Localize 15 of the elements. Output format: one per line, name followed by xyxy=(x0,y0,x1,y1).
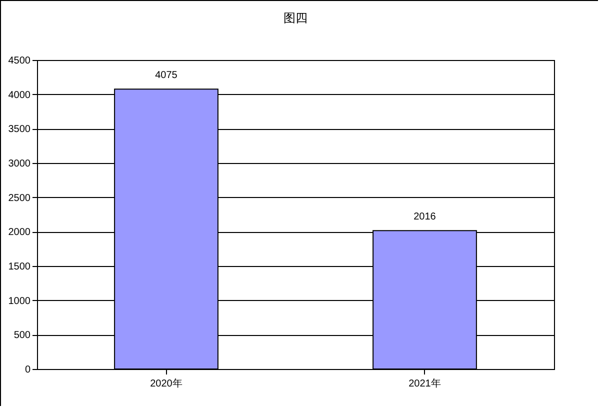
y-tick-label: 1500 xyxy=(8,262,31,272)
data-label: 2016 xyxy=(414,212,436,223)
y-tick-label: 4500 xyxy=(8,56,31,66)
y-tick-label: 2500 xyxy=(8,192,31,204)
data-label: 4075 xyxy=(155,70,178,82)
y-tick-label: 0 xyxy=(24,364,31,376)
x-tick-label: 2020年 xyxy=(150,378,182,390)
y-tick-label: 1000 xyxy=(8,296,31,307)
y-tick-label: 4000 xyxy=(8,90,31,101)
x-tick-label: 2021年 xyxy=(408,378,441,390)
y-tick-label: 500 xyxy=(14,330,31,342)
y-tick-label: 3000 xyxy=(8,158,31,170)
y-tick-label: 3500 xyxy=(8,124,31,136)
y-tick-label: 2000 xyxy=(8,227,31,238)
chart-title: 图四 xyxy=(284,11,308,25)
